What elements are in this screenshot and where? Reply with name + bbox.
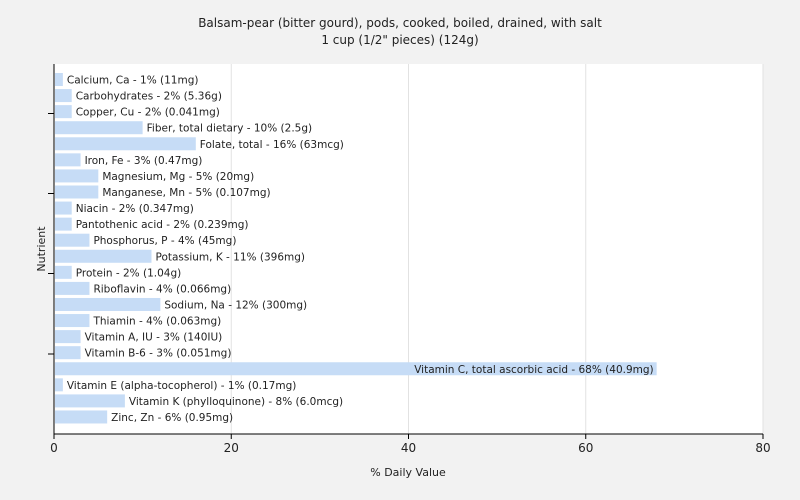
bar bbox=[55, 394, 125, 408]
chart-title: Balsam-pear (bitter gourd), pods, cooked… bbox=[198, 16, 602, 30]
data-label: Manganese, Mn - 5% (0.107mg) bbox=[102, 187, 270, 199]
bar bbox=[55, 73, 63, 86]
bar bbox=[55, 169, 99, 183]
data-label: Carbohydrates - 2% (5.36g) bbox=[76, 91, 222, 103]
bar bbox=[55, 153, 81, 167]
bar bbox=[55, 233, 90, 247]
x-tick-label: 40 bbox=[401, 441, 416, 455]
data-label: Riboflavin - 4% (0.066mg) bbox=[93, 283, 231, 295]
data-label: Potassium, K - 11% (396mg) bbox=[155, 251, 305, 263]
bar bbox=[55, 185, 99, 199]
data-label: Niacin - 2% (0.347mg) bbox=[76, 203, 194, 215]
data-label: Fiber, total dietary - 10% (2.5g) bbox=[147, 123, 312, 135]
bar bbox=[55, 105, 72, 119]
bar bbox=[55, 346, 81, 360]
data-label: Magnesium, Mg - 5% (20mg) bbox=[102, 171, 254, 183]
y-axis-label: Nutrient bbox=[35, 226, 48, 272]
data-label: Zinc, Zn - 6% (0.95mg) bbox=[111, 412, 233, 424]
data-label: Calcium, Ca - 1% (11mg) bbox=[67, 75, 199, 87]
data-label: Vitamin E (alpha-tocopherol) - 1% (0.17m… bbox=[67, 380, 296, 392]
bar bbox=[55, 217, 72, 231]
data-label: Vitamin B-6 - 3% (0.051mg) bbox=[85, 348, 232, 360]
x-axis-ticks: 0 20 40 60 80 bbox=[50, 434, 771, 455]
data-label: Vitamin K (phylloquinone) - 8% (6.0mcg) bbox=[129, 396, 343, 408]
bar bbox=[55, 378, 63, 392]
bar bbox=[55, 89, 72, 103]
bar bbox=[55, 281, 90, 295]
chart-subtitle: 1 cup (1/2" pieces) (124g) bbox=[321, 33, 478, 47]
bar bbox=[55, 314, 90, 328]
data-label: Sodium, Na - 12% (300mg) bbox=[164, 299, 307, 311]
bar bbox=[55, 249, 152, 263]
bar bbox=[55, 410, 108, 424]
data-label: Copper, Cu - 2% (0.041mg) bbox=[76, 107, 220, 119]
bar bbox=[55, 121, 143, 135]
data-label: Vitamin A, IU - 3% (140IU) bbox=[85, 332, 223, 344]
data-label: Pantothenic acid - 2% (0.239mg) bbox=[76, 219, 249, 231]
data-label: Protein - 2% (1.04g) bbox=[76, 267, 182, 279]
data-label: Folate, total - 16% (63mcg) bbox=[200, 139, 344, 151]
x-tick-label: 0 bbox=[50, 441, 58, 455]
x-axis-label: % Daily Value bbox=[370, 466, 446, 479]
bar bbox=[55, 362, 657, 376]
x-tick-label: 60 bbox=[578, 441, 593, 455]
bar bbox=[55, 137, 196, 151]
bars bbox=[55, 73, 657, 424]
data-labels: Calcium, Ca - 1% (11mg) Carbohydrates - 2… bbox=[67, 75, 654, 424]
bar bbox=[55, 297, 161, 311]
data-label: Iron, Fe - 3% (0.47mg) bbox=[85, 155, 203, 167]
x-tick-label: 80 bbox=[755, 441, 770, 455]
data-label: Vitamin C, total ascorbic acid - 68% (40… bbox=[414, 364, 653, 376]
bar bbox=[55, 265, 72, 279]
bar bbox=[55, 330, 81, 344]
y-axis-ticks bbox=[48, 113, 54, 355]
data-label: Thiamin - 4% (0.063mg) bbox=[92, 316, 221, 328]
bar bbox=[55, 201, 72, 215]
data-label: Phosphorus, P - 4% (45mg) bbox=[93, 235, 236, 247]
x-tick-label: 20 bbox=[224, 441, 239, 455]
